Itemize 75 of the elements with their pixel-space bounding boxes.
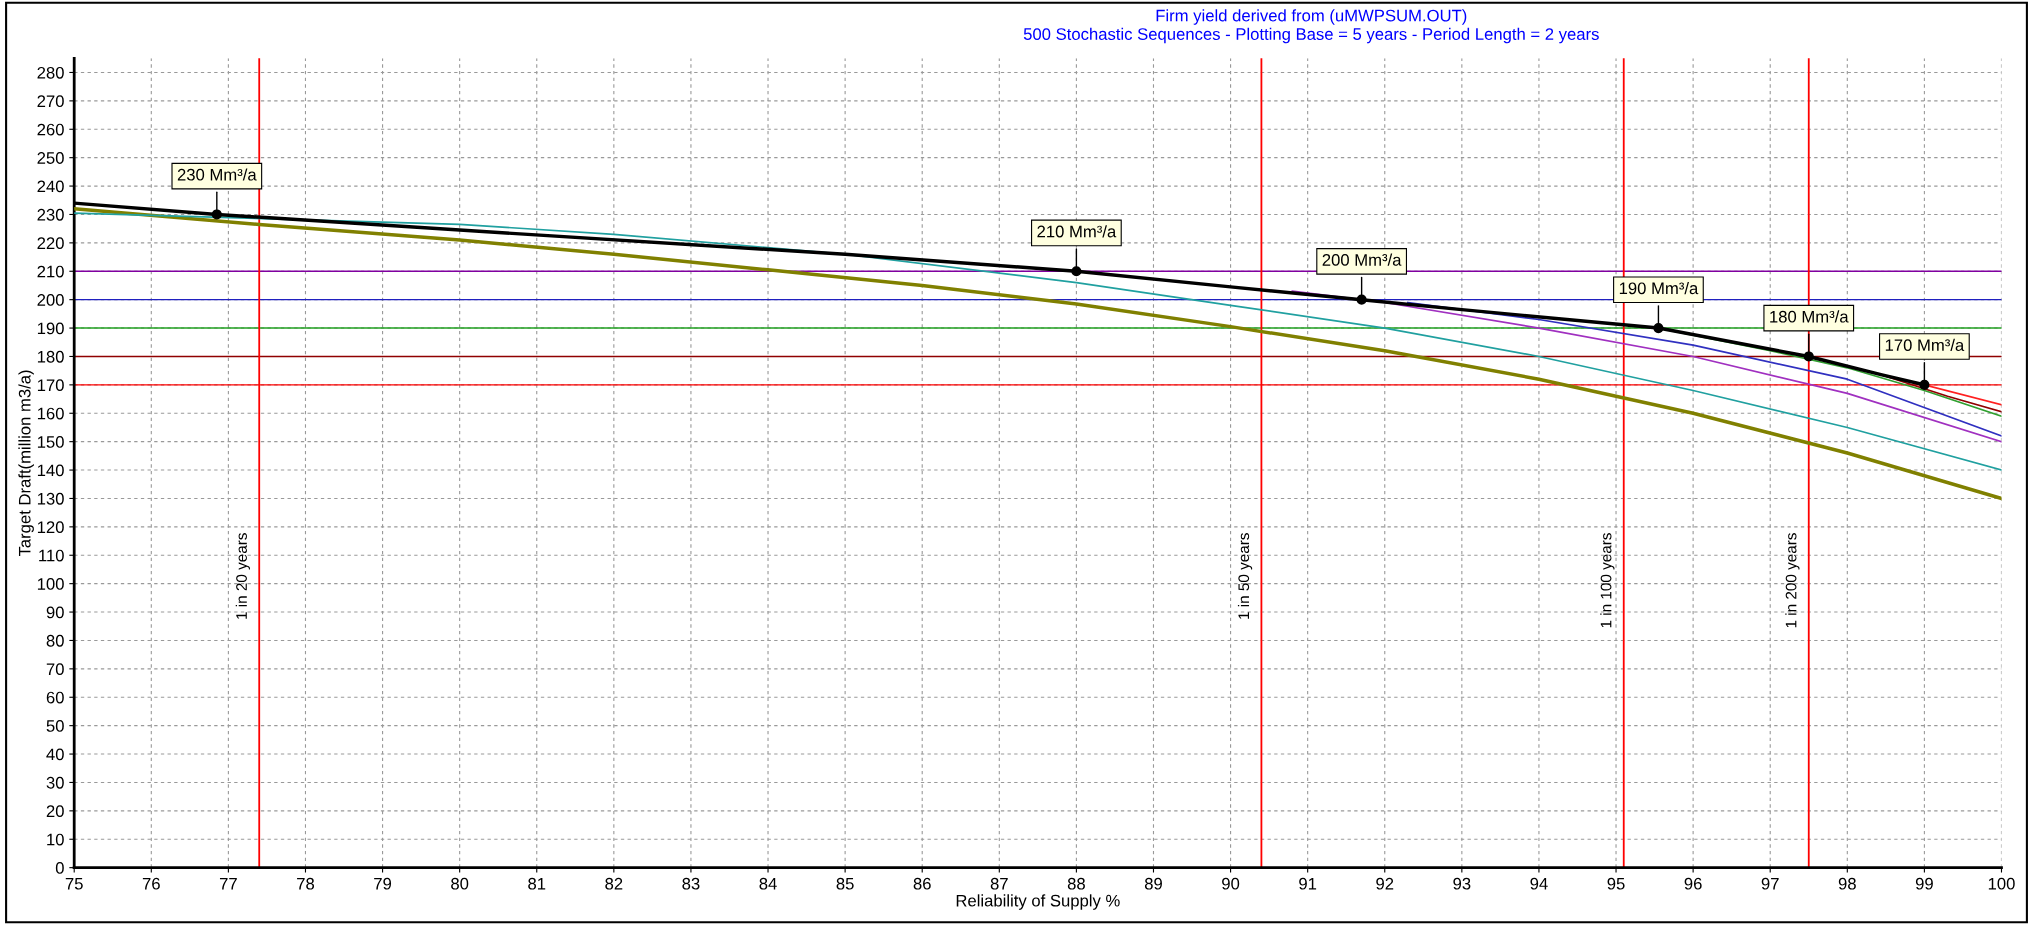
y-tick-label: 60 [46,691,64,704]
x-tick-label: 94 [1530,877,1548,890]
x-tick-label: 98 [1838,877,1856,890]
x-tick-label: 79 [374,877,392,890]
y-tick-label: 200 [37,294,64,306]
x-tick-label: 86 [913,877,931,890]
y-tick-label: 230 [37,208,64,221]
x-tick-label: 93 [1453,877,1471,890]
x-tick-label: 96 [1684,877,1702,890]
chart-title: Firm yield derived from (uMWPSUM.OUT) [1156,9,1467,25]
y-tick-label: 270 [37,95,64,108]
y-tick-label: 110 [39,549,64,562]
x-tick-label: 81 [528,877,546,890]
point [1803,351,1814,362]
y-tick-label: 140 [37,464,64,477]
y-tick-label: 90 [46,606,64,619]
chart-subtitle: 500 Stochastic Sequences - Plotting Base = 5 years - Period Length = 2 years [1023,27,1599,44]
y-tick-label: 180 [37,350,64,363]
x-tick-label: 97 [1761,877,1779,890]
x-tick-label: 83 [682,877,700,890]
x-tick-label: 100 [1988,877,2015,890]
y-tick-label: 240 [37,180,64,193]
x-tick-label: 80 [451,877,469,890]
x-tick-label: 78 [297,877,315,890]
x-tick-label: 85 [836,877,854,890]
x-tick-label: 82 [605,877,623,890]
point [211,209,222,220]
y-tick-label: 160 [37,407,64,420]
annotation: 170 Mm³/a [1885,338,1965,352]
x-tick-label: 89 [1144,877,1162,890]
y-tick-label: 20 [46,805,64,818]
y-tick-label: 10 [47,833,64,846]
y-tick-label: 70 [46,663,64,676]
ref-line-label: 1 in 50 years [1237,533,1253,619]
y-tick-label: 80 [46,634,64,647]
y-tick-label: 250 [37,152,64,164]
y-tick-label: 190 [37,322,64,335]
annotation: 190 Mm³/a [1619,281,1699,295]
y-tick-label: 30 [46,776,64,789]
ref-line-label: 1 in 100 years [1600,533,1615,628]
point [1919,379,1930,390]
x-tick-label: 84 [759,877,777,890]
y-axis-title: Target Draft(million m3/a) [18,370,34,557]
x-tick-label: 87 [990,877,1008,890]
y-tick-label: 0 [55,862,64,874]
y-tick-label: 130 [37,492,64,505]
y-tick-label: 100 [37,578,64,590]
y-tick-label: 170 [37,379,64,392]
y-tick-label: 50 [46,720,64,732]
x-tick-label: 99 [1915,877,1933,890]
y-tick-label: 280 [37,66,64,79]
x-tick-label: 76 [142,877,160,890]
x-tick-label: 95 [1607,877,1625,890]
point [1356,294,1367,305]
x-tick-label: 90 [1222,877,1240,890]
y-tick-label: 120 [37,521,64,534]
annotation: 210 Mm³/a [1037,225,1117,238]
x-axis-title: Reliability of Supply % [956,894,1120,910]
ref-line-label: 1 in 200 years [1785,533,1800,628]
x-tick-label: 77 [219,877,237,890]
y-tick-label: 220 [37,237,64,250]
y-tick-label: 210 [37,265,64,278]
ref-line-label: 1 in 20 years [235,533,250,619]
annotation: 230 Mm³/a [177,168,257,181]
x-tick-label: 92 [1376,877,1394,890]
annotation: 180 Mm³/a [1770,310,1849,323]
y-tick-label: 150 [37,436,64,448]
y-tick-label: 260 [37,123,64,136]
y-tick-label: 40 [46,748,64,761]
point [1653,322,1664,334]
x-tick-label: 75 [65,877,83,890]
x-tick-label: 91 [1299,877,1317,890]
point [1071,266,1082,277]
x-tick-label: 88 [1067,877,1085,890]
annotation: 200 Mm³/a [1322,253,1402,266]
